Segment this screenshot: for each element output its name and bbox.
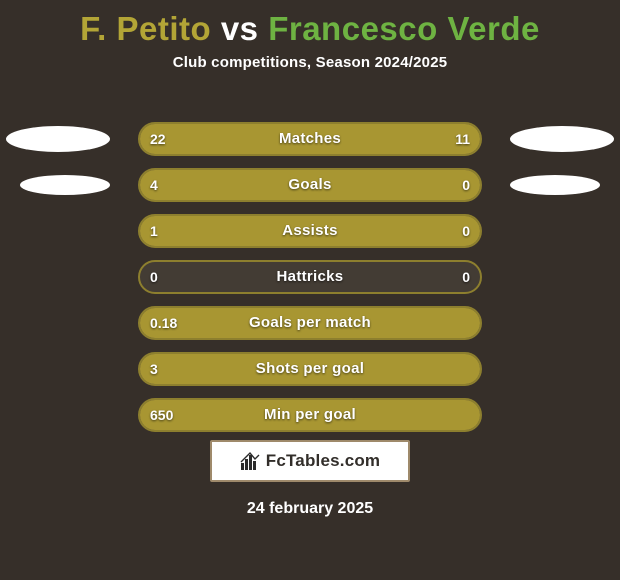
- bar-label: Min per goal: [140, 400, 480, 430]
- title: F. Petito vs Francesco Verde: [0, 0, 620, 54]
- date-text: 24 february 2025: [0, 500, 620, 518]
- title-vs: vs: [221, 10, 259, 47]
- bar-label: Assists: [140, 216, 480, 246]
- bar-track: 22 Matches 11: [138, 122, 482, 156]
- bar-label: Goals per match: [140, 308, 480, 338]
- comparison-card: F. Petito vs Francesco Verde Club compet…: [0, 0, 620, 580]
- title-player1: F. Petito: [80, 10, 211, 47]
- stat-row: 22 Matches 11: [0, 118, 620, 164]
- stat-row: 1 Assists 0: [0, 210, 620, 256]
- bar-value-right: 0: [452, 262, 480, 292]
- bar-value-right: 0: [452, 170, 480, 200]
- stat-row: 650 Min per goal: [0, 394, 620, 440]
- bar-track: 3 Shots per goal: [138, 352, 482, 386]
- team-mark-left: [20, 175, 110, 195]
- bar-label: Goals: [140, 170, 480, 200]
- team-mark-right: [510, 175, 600, 195]
- bar-track: 1 Assists 0: [138, 214, 482, 248]
- stat-row: 0 Hattricks 0: [0, 256, 620, 302]
- subtitle: Club competitions, Season 2024/2025: [0, 54, 620, 71]
- bar-label: Hattricks: [140, 262, 480, 292]
- bar-value-right: 11: [445, 124, 480, 154]
- bar-label: Shots per goal: [140, 354, 480, 384]
- bar-value-right: 0: [452, 216, 480, 246]
- branding-badge: FcTables.com: [210, 440, 410, 482]
- title-player2: Francesco Verde: [268, 10, 540, 47]
- bar-track: 0.18 Goals per match: [138, 306, 482, 340]
- bar-track: 4 Goals 0: [138, 168, 482, 202]
- bar-track: 650 Min per goal: [138, 398, 482, 432]
- stat-row: 0.18 Goals per match: [0, 302, 620, 348]
- branding-text: FcTables.com: [266, 451, 381, 471]
- stat-row: 3 Shots per goal: [0, 348, 620, 394]
- team-mark-left: [6, 126, 110, 152]
- stat-row: 4 Goals 0: [0, 164, 620, 210]
- bars-icon: [240, 451, 260, 471]
- team-mark-right: [510, 126, 614, 152]
- bar-label: Matches: [140, 124, 480, 154]
- stat-rows: 22 Matches 11 4 Goals 0 1 Assists: [0, 118, 620, 440]
- bar-track: 0 Hattricks 0: [138, 260, 482, 294]
